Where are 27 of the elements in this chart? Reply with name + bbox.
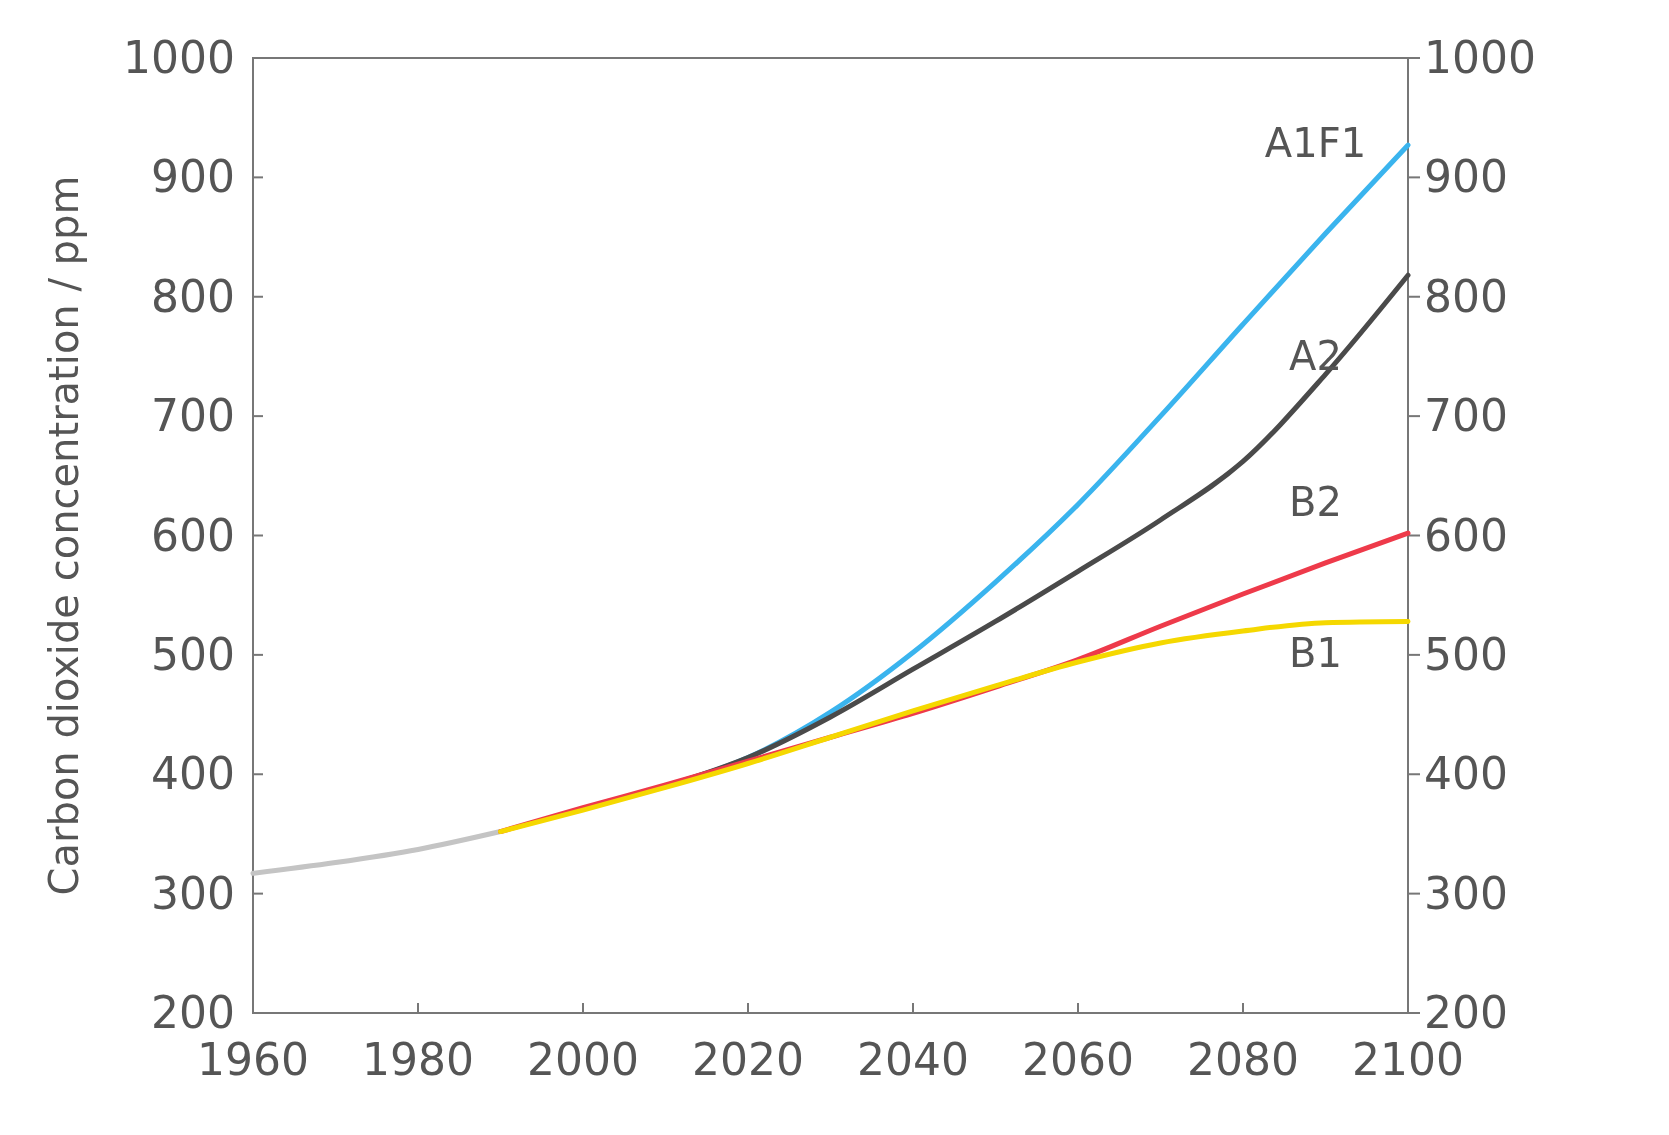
y-tick-label: 700 [151,390,235,442]
y-tick-label: 300 [151,867,235,919]
y2-tick-label: 400 [1424,748,1508,800]
y-tick-label: 800 [151,270,235,322]
x-tick-label: 2080 [1187,1034,1299,1085]
y-tick-label: 400 [151,748,235,800]
y-axis-title: Carbon dioxide concentration / ppm [41,175,87,896]
series-label: A1F1 [1264,120,1367,167]
x-tick-label: 2000 [527,1034,639,1085]
y-tick-label: 900 [151,151,235,203]
y2-tick-label: 500 [1424,628,1508,680]
y2-tick-label: 300 [1424,867,1508,919]
series-label: B1 [1289,630,1342,677]
series-label: A2 [1289,332,1342,379]
x-tick-label: 1980 [362,1034,474,1085]
y2-tick-label: 800 [1424,270,1508,322]
y2-tick-label: 900 [1424,151,1508,203]
y-tick-label: 500 [151,628,235,680]
y-tick-label: 600 [151,509,235,561]
y2-tick-label: 1000 [1424,32,1536,83]
series-label: B2 [1289,479,1342,526]
y2-tick-label: 700 [1424,390,1508,442]
y2-tick-label: 600 [1424,509,1508,561]
x-tick-label: 2020 [692,1034,804,1085]
y-tick-label: 1000 [123,32,235,83]
x-tick-label: 2040 [857,1034,969,1085]
x-tick-label: 2060 [1022,1034,1134,1085]
